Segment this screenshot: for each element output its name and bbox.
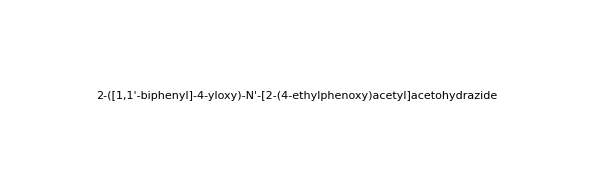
Text: 2-([1,1'-biphenyl]-4-yloxy)-N'-[2-(4-ethylphenoxy)acetyl]acetohydrazide: 2-([1,1'-biphenyl]-4-yloxy)-N'-[2-(4-eth… [96, 91, 498, 100]
